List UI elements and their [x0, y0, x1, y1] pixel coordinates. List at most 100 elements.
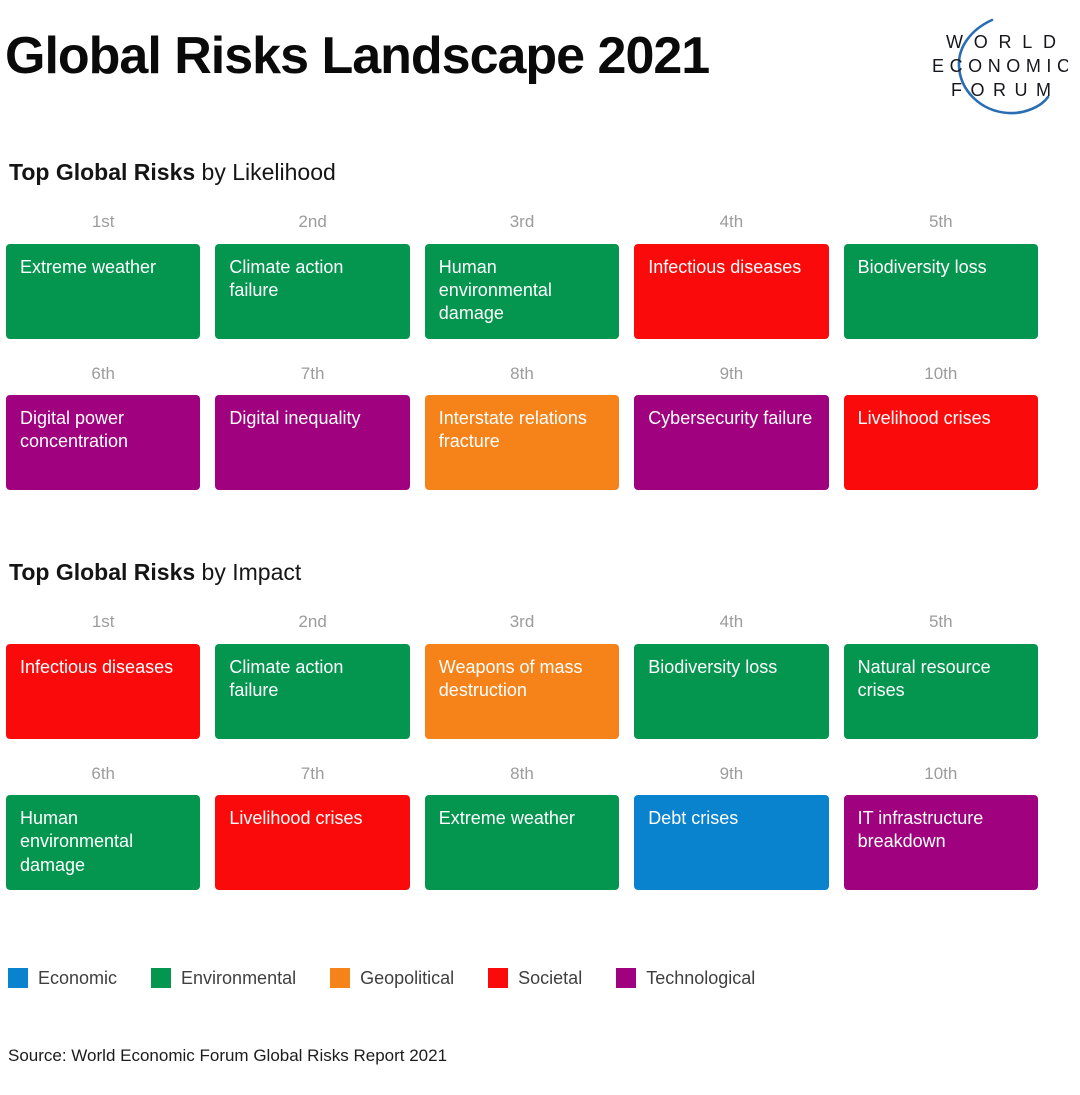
risk-card: Cybersecurity failure — [634, 395, 829, 491]
risk-label: Interstate relations fracture — [438, 408, 587, 452]
risk-card: IT infrastructure breakdown — [843, 795, 1038, 891]
risk-label: Climate action failure — [229, 656, 344, 701]
section-title-bold: Top Global Risks — [9, 159, 196, 185]
risk-cell: 4th Infectious diseases — [634, 212, 829, 339]
risk-cell: 8th Extreme weather — [424, 763, 620, 891]
risk-card: Infectious diseases — [634, 243, 829, 339]
legend: Economic Environmental Geopolitical Soci… — [8, 968, 755, 988]
legend-label: Geopolitical — [360, 968, 455, 988]
risk-cell: 7th Digital inequality — [215, 363, 410, 491]
risk-cell: 2nd Climate action failure — [215, 212, 410, 339]
risk-label: Infectious diseases — [648, 256, 802, 277]
risk-label: Cybersecurity failure — [648, 408, 813, 429]
legend-item-technological: Technological — [616, 968, 755, 988]
risk-card: Natural resource crises — [843, 643, 1038, 739]
legend-swatch — [488, 968, 509, 988]
risk-cell: 3rd Human environmental damage — [424, 212, 620, 339]
risk-cell: 7th Livelihood crises — [215, 763, 410, 891]
source-note: Source: World Economic Forum Global Risk… — [8, 1046, 448, 1065]
risk-cell: 10th IT infrastructure breakdown — [843, 763, 1038, 891]
risk-cell: 4th Biodiversity loss — [634, 612, 829, 739]
section-title-rest: by Likelihood — [195, 159, 336, 185]
rank-label: 1st — [91, 212, 115, 232]
risk-cell: 8th Interstate relations fracture — [424, 363, 620, 491]
risk-cell: 1st Extreme weather — [6, 212, 201, 339]
legend-swatch — [8, 968, 28, 988]
risk-label: Livelihood crises — [857, 408, 991, 429]
risk-label: Debt crises — [648, 808, 739, 829]
risk-card: Climate action failure — [215, 243, 410, 339]
risk-card: Climate action failure — [215, 643, 410, 739]
risk-card: Interstate relations fracture — [424, 395, 620, 491]
rank-label: 4th — [719, 612, 744, 632]
impact-grid: 1st Infectious diseases 2nd Climate acti… — [6, 612, 1038, 891]
risk-cell: 5th Natural resource crises — [843, 612, 1038, 739]
risk-card: Biodiversity loss — [843, 243, 1038, 339]
risk-label: IT infrastructure breakdown — [857, 808, 984, 852]
legend-item-geopolitical: Geopolitical — [330, 968, 454, 988]
rank-label: 2nd — [298, 212, 327, 232]
section-impact: Top Global Risks by Impact 1st Infectiou… — [6, 559, 1038, 891]
risk-label: Natural resource crises — [857, 656, 991, 701]
risk-card: Extreme weather — [6, 243, 201, 339]
rank-label: 5th — [928, 612, 953, 632]
legend-label: Societal — [518, 968, 583, 988]
risk-card: Human environmental damage — [424, 243, 620, 339]
legend-label: Environmental — [181, 968, 297, 988]
risk-card: Livelihood crises — [843, 395, 1038, 491]
risk-card: Debt crises — [634, 795, 829, 891]
wef-logo-graphic: WORLD ECONOMIC FORUM — [932, 18, 1070, 115]
risk-cell: 10th Livelihood crises — [843, 364, 1038, 491]
risk-card: Human environmental damage — [6, 795, 201, 891]
rank-label: 3rd — [509, 212, 535, 232]
rank-label: 8th — [510, 363, 534, 383]
rank-label: 5th — [928, 212, 953, 232]
rank-label: 8th — [510, 763, 534, 783]
risk-card: Extreme weather — [424, 795, 620, 891]
legend-swatch — [330, 968, 351, 988]
risk-cell: 9th Debt crises — [634, 763, 829, 891]
risk-cell: 6th Human environmental damage — [6, 764, 201, 891]
risk-label: Extreme weather — [20, 256, 157, 277]
rank-label: 6th — [91, 363, 116, 383]
risk-label: Biodiversity loss — [857, 256, 987, 277]
legend-swatch — [151, 968, 172, 988]
section-likelihood-title: Top Global Risks by Likelihood — [9, 159, 1038, 185]
risk-card: Biodiversity loss — [634, 643, 829, 739]
section-likelihood: Top Global Risks by Likelihood 1st Extre… — [6, 159, 1038, 491]
risk-label: Biodiversity loss — [648, 656, 778, 677]
legend-label: Technological — [646, 968, 756, 988]
risk-card: Digital power concentration — [6, 395, 201, 491]
risk-cell: 6th Digital power concentration — [6, 363, 201, 491]
rank-label: 7th — [300, 363, 325, 383]
rank-label: 2nd — [298, 612, 327, 632]
risk-card: Livelihood crises — [215, 795, 410, 891]
risk-cell: 5th Biodiversity loss — [843, 212, 1038, 339]
risk-card: Weapons of mass destruction — [424, 643, 620, 739]
legend-swatch — [616, 968, 637, 988]
legend-label: Economic — [38, 968, 118, 988]
risk-label: Infectious diseases — [20, 656, 174, 677]
risk-label: Climate action failure — [229, 256, 344, 301]
risk-card: Digital inequality — [215, 395, 410, 491]
risk-label: Extreme weather — [438, 808, 575, 829]
wef-logo-line-1: WORLD — [946, 32, 1056, 52]
risk-label: Digital power concentration — [20, 408, 129, 452]
risk-label: Human environmental damage — [438, 256, 552, 324]
risk-label: Livelihood crises — [229, 808, 363, 829]
rank-label: 9th — [719, 763, 744, 783]
risk-label: Human environmental damage — [20, 808, 134, 875]
legend-item-societal: Societal — [488, 968, 582, 988]
risk-cell: 3rd Weapons of mass destruction — [424, 612, 620, 739]
wef-swoosh-icon — [957, 18, 1050, 115]
wef-logo-line-2: ECONOMIC — [932, 56, 1068, 76]
risk-card: Infectious diseases — [6, 643, 201, 739]
legend-item-environmental: Environmental — [151, 968, 296, 988]
rank-label: 10th — [924, 763, 958, 783]
risk-cell: 1st Infectious diseases — [6, 612, 201, 739]
rank-label: 7th — [300, 763, 325, 783]
risk-cell: 2nd Climate action failure — [215, 612, 410, 739]
risk-label: Weapons of mass destruction — [438, 656, 583, 701]
section-impact-title: Top Global Risks by Impact — [9, 559, 1038, 585]
rank-label: 9th — [719, 363, 744, 383]
